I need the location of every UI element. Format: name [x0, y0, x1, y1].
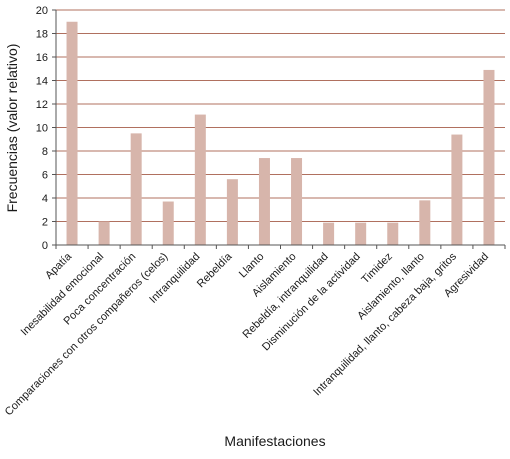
x-tick-label: Rebeldía	[195, 250, 235, 290]
bar	[291, 158, 303, 245]
bar	[451, 134, 463, 245]
y-tick-label: 20	[36, 5, 48, 17]
bar	[226, 179, 238, 245]
axes	[52, 9, 506, 249]
bar	[130, 133, 142, 245]
bar	[194, 114, 206, 245]
bar	[355, 222, 367, 245]
bar	[323, 222, 335, 245]
bar	[387, 222, 399, 245]
bar	[66, 21, 78, 245]
y-tick-label: 6	[42, 170, 48, 182]
bar	[258, 158, 270, 245]
y-tick-label: 14	[36, 76, 48, 88]
y-tick-label: 2	[42, 217, 48, 229]
x-tick-label: Llanto	[237, 251, 267, 281]
gridlines	[56, 9, 505, 222]
y-tick-label: 4	[42, 193, 48, 205]
bar	[419, 200, 431, 245]
bar	[162, 201, 174, 245]
x-tick-label: Apatía	[43, 250, 75, 282]
y-tick-label: 0	[42, 240, 48, 252]
y-tick-label: 18	[36, 29, 48, 41]
y-tick-label: 8	[42, 146, 48, 158]
y-tick-label: 16	[36, 52, 48, 64]
bar	[483, 69, 495, 245]
x-axis-label: Manifestaciones	[224, 433, 325, 449]
bars	[66, 21, 495, 245]
y-axis-label: Frecuencias (valor relativo)	[4, 44, 20, 213]
y-tick-label: 10	[36, 123, 48, 135]
bar	[98, 221, 110, 245]
y-tick-labels: 0 2 4 6 8 10 12 14 16 18 20	[36, 5, 48, 252]
y-tick-label: 12	[36, 99, 48, 111]
